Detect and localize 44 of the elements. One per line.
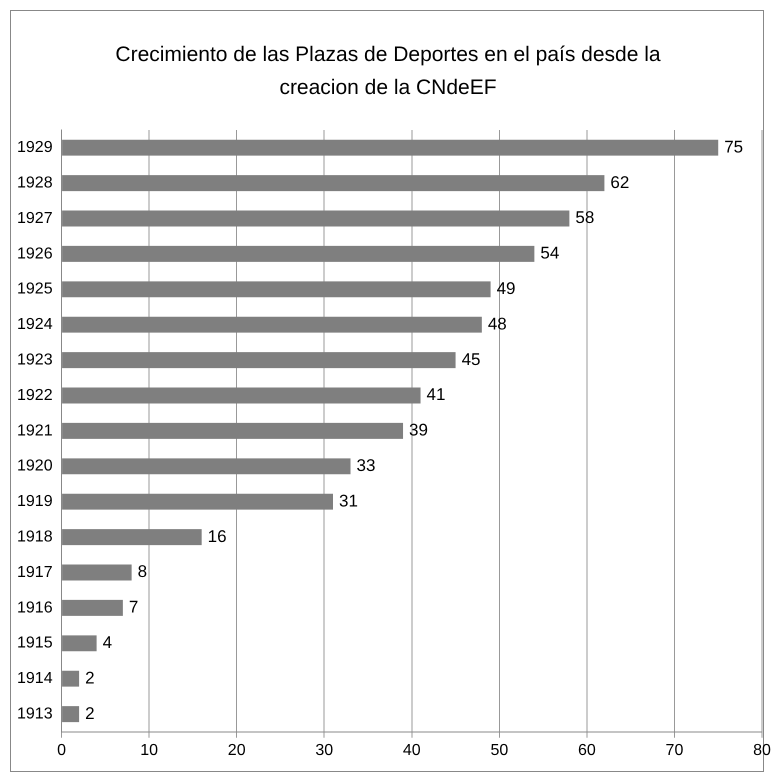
y-tick-label: 1922 xyxy=(17,386,53,404)
y-tick-label: 1924 xyxy=(17,316,53,334)
y-tick-label: 1914 xyxy=(17,670,53,688)
x-tick-label: 60 xyxy=(578,742,596,759)
data-label: 31 xyxy=(339,491,358,510)
data-label: 33 xyxy=(356,456,376,475)
x-tick-label: 20 xyxy=(228,742,246,759)
x-tick-label: 70 xyxy=(666,742,684,759)
y-tick-label: 1928 xyxy=(17,174,53,192)
data-label: 7 xyxy=(128,598,138,617)
x-tick-label: 50 xyxy=(490,742,508,759)
data-label: 16 xyxy=(208,526,227,546)
y-tick-label: 1921 xyxy=(17,422,53,440)
chart-title: Crecimiento de las Plazas de Deportes en el país desde la creacion de la CNdeEF xyxy=(114,42,662,101)
data-label: 39 xyxy=(409,420,428,440)
data-label: 2 xyxy=(85,668,95,688)
data-label: 41 xyxy=(426,385,446,404)
y-tick-label: 1920 xyxy=(17,458,53,475)
data-label: 4 xyxy=(102,632,112,652)
data-label: 48 xyxy=(488,314,507,334)
data-label: 45 xyxy=(462,350,480,369)
x-tick-label: 40 xyxy=(402,742,421,759)
x-tick-label: 30 xyxy=(315,742,334,759)
data-label: 75 xyxy=(724,137,744,156)
y-tick-label: 1927 xyxy=(17,210,53,227)
y-tick-label: 1926 xyxy=(17,245,53,262)
y-tick-label: 1925 xyxy=(17,280,53,298)
data-label: 62 xyxy=(610,172,630,192)
y-tick-label: 1913 xyxy=(17,706,53,723)
y-tick-label: 1915 xyxy=(17,634,53,652)
y-tick-label: 1923 xyxy=(17,352,53,369)
x-tick-label: 10 xyxy=(140,742,158,759)
x-tick-label: 0 xyxy=(57,742,66,759)
y-tick-label: 1917 xyxy=(17,564,53,581)
y-tick-label: 1929 xyxy=(17,139,53,156)
data-label: 58 xyxy=(575,208,594,228)
data-label: 49 xyxy=(496,278,516,298)
y-tick-label: 1916 xyxy=(17,599,53,616)
data-label: 8 xyxy=(138,562,148,582)
data-label: 54 xyxy=(540,244,560,263)
y-tick-label: 1919 xyxy=(17,493,53,510)
x-tick-label: 80 xyxy=(753,742,771,759)
y-tick-label: 1918 xyxy=(17,528,53,546)
data-label: 2 xyxy=(85,704,95,723)
